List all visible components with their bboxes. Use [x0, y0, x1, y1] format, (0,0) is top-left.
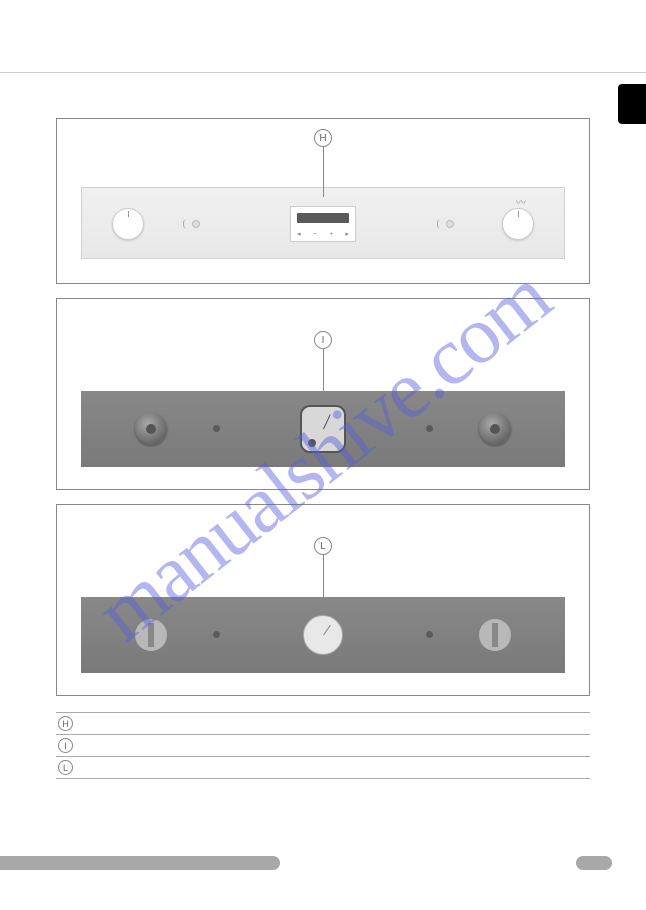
- dot-left-l: [213, 631, 220, 638]
- knob-right-h: [502, 208, 534, 240]
- callout-h-text: H: [319, 133, 326, 144]
- knob-right-i: [479, 413, 511, 445]
- panels-container: H ◂ − + ▸ 〰 I: [56, 118, 590, 710]
- top-rule: [0, 72, 646, 73]
- dot-right-l: [426, 631, 433, 638]
- display-icon-b: −: [313, 231, 317, 238]
- callout-l-line: [323, 555, 324, 615]
- indicator-left-h: [192, 220, 200, 228]
- legend-i-text: I: [64, 741, 67, 751]
- knob-left-l: [135, 619, 167, 651]
- callout-l-text: L: [320, 541, 326, 552]
- callout-i-text: I: [322, 335, 325, 346]
- panel-h: H ◂ − + ▸ 〰: [56, 118, 590, 284]
- display-icon-a: ◂: [297, 230, 301, 238]
- knob-right-l: [479, 619, 511, 651]
- display-icon-c: +: [329, 231, 333, 238]
- page-number-pill: [576, 856, 612, 870]
- callout-h: H: [314, 129, 332, 147]
- knob-left-h: [112, 208, 144, 240]
- callout-i-line: [323, 349, 324, 405]
- fascia-h: ◂ − + ▸ 〰: [81, 187, 565, 259]
- timer-l: [303, 615, 343, 655]
- dot-left-i: [213, 425, 220, 432]
- legend-row-l: L: [56, 757, 590, 779]
- legend: H I L: [56, 712, 590, 779]
- legend-marker-h: H: [58, 716, 73, 731]
- page-tab: [618, 84, 646, 124]
- clock-i: [300, 405, 346, 453]
- display-h: ◂ − + ▸: [290, 206, 356, 242]
- legend-row-i: I: [56, 735, 590, 757]
- steam-icon-h: 〰: [516, 194, 526, 209]
- display-h-icons: ◂ − + ▸: [291, 229, 355, 239]
- callout-i: I: [314, 331, 332, 349]
- callout-l: L: [314, 537, 332, 555]
- panel-i: I: [56, 298, 590, 490]
- indicator-right-h: [446, 220, 454, 228]
- legend-marker-l: L: [58, 760, 73, 775]
- knob-left-i: [135, 413, 167, 445]
- legend-row-h: H: [56, 713, 590, 735]
- bottom-bar: [0, 856, 280, 870]
- legend-l-text: L: [63, 763, 68, 773]
- legend-marker-i: I: [58, 738, 73, 753]
- display-icon-d: ▸: [345, 230, 349, 238]
- dot-right-i: [426, 425, 433, 432]
- panel-l: L: [56, 504, 590, 696]
- legend-h-text: H: [62, 719, 69, 729]
- callout-h-line: [323, 147, 324, 197]
